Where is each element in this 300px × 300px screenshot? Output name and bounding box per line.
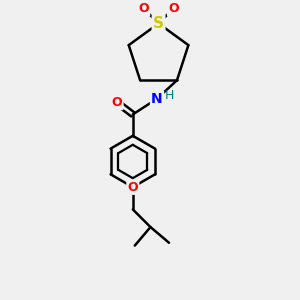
- Text: O: O: [138, 2, 149, 15]
- Text: H: H: [164, 89, 174, 102]
- Text: N: N: [151, 92, 163, 106]
- Text: S: S: [153, 16, 164, 31]
- Text: O: O: [128, 181, 138, 194]
- Text: O: O: [168, 2, 179, 15]
- Text: O: O: [112, 96, 122, 109]
